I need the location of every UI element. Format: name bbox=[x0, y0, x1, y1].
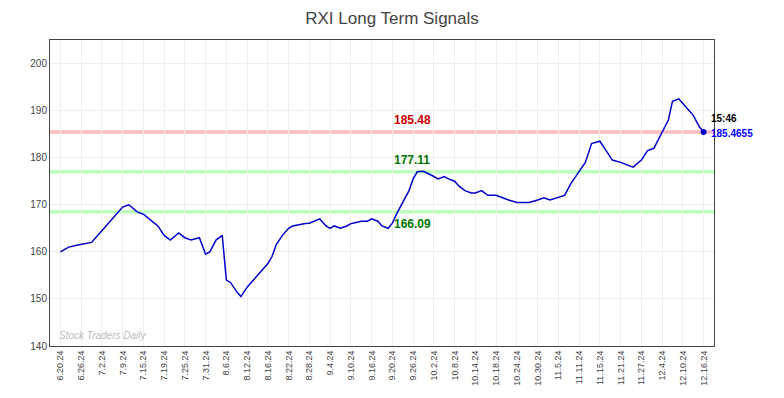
svg-text:11.21.24: 11.21.24 bbox=[616, 351, 626, 385]
svg-text:11.27.24: 11.27.24 bbox=[636, 351, 646, 385]
svg-text:10.18.24: 10.18.24 bbox=[491, 351, 501, 386]
svg-text:8.6.24: 8.6.24 bbox=[221, 351, 231, 376]
svg-text:177.11: 177.11 bbox=[394, 153, 430, 167]
svg-text:11.11.24: 11.11.24 bbox=[574, 351, 584, 385]
svg-text:11.15.24: 11.15.24 bbox=[595, 351, 605, 385]
svg-text:7.19.24: 7.19.24 bbox=[159, 351, 169, 381]
svg-text:10.14.24: 10.14.24 bbox=[470, 351, 480, 386]
svg-text:190: 190 bbox=[30, 105, 47, 116]
svg-text:10.2.24: 10.2.24 bbox=[429, 351, 439, 381]
svg-text:12.4.24: 12.4.24 bbox=[657, 351, 667, 381]
svg-text:9.20.24: 9.20.24 bbox=[387, 351, 397, 381]
svg-text:11.5.24: 11.5.24 bbox=[553, 351, 563, 380]
svg-text:12.10.24: 12.10.24 bbox=[678, 351, 688, 386]
svg-text:7.31.24: 7.31.24 bbox=[201, 351, 211, 381]
svg-text:9.4.24: 9.4.24 bbox=[325, 351, 335, 376]
svg-text:9.16.24: 9.16.24 bbox=[367, 351, 377, 381]
svg-text:7.15.24: 7.15.24 bbox=[138, 351, 148, 381]
svg-text:140: 140 bbox=[30, 341, 47, 352]
svg-text:9.26.24: 9.26.24 bbox=[408, 351, 418, 381]
svg-text:8.28.24: 8.28.24 bbox=[304, 351, 314, 381]
svg-text:Stock Traders Daily: Stock Traders Daily bbox=[59, 330, 147, 341]
svg-text:8.12.24: 8.12.24 bbox=[242, 351, 252, 381]
svg-text:9.10.24: 9.10.24 bbox=[346, 351, 356, 381]
svg-text:10.8.24: 10.8.24 bbox=[450, 351, 460, 381]
svg-text:10.30.24: 10.30.24 bbox=[533, 351, 543, 386]
svg-text:185.48: 185.48 bbox=[394, 113, 431, 127]
svg-text:180: 180 bbox=[30, 152, 47, 163]
svg-text:12.16.24: 12.16.24 bbox=[699, 351, 709, 386]
svg-text:7.9.24: 7.9.24 bbox=[118, 351, 128, 376]
svg-text:8.22.24: 8.22.24 bbox=[284, 351, 294, 381]
svg-text:150: 150 bbox=[30, 293, 47, 304]
svg-text:160: 160 bbox=[30, 246, 47, 257]
svg-text:7.25.24: 7.25.24 bbox=[180, 351, 190, 381]
svg-text:RXI Long Term Signals: RXI Long Term Signals bbox=[305, 9, 479, 28]
svg-text:15:46: 15:46 bbox=[711, 113, 737, 124]
svg-text:7.2.24: 7.2.24 bbox=[97, 351, 107, 376]
svg-text:166.09: 166.09 bbox=[394, 217, 431, 231]
svg-text:185.4655: 185.4655 bbox=[711, 128, 753, 139]
svg-text:8.16.24: 8.16.24 bbox=[263, 351, 273, 381]
svg-text:10.24.24: 10.24.24 bbox=[512, 351, 522, 386]
svg-text:6.20.24: 6.20.24 bbox=[55, 351, 65, 381]
svg-text:6.26.24: 6.26.24 bbox=[76, 351, 86, 381]
svg-text:170: 170 bbox=[30, 199, 47, 210]
svg-text:200: 200 bbox=[30, 58, 47, 69]
